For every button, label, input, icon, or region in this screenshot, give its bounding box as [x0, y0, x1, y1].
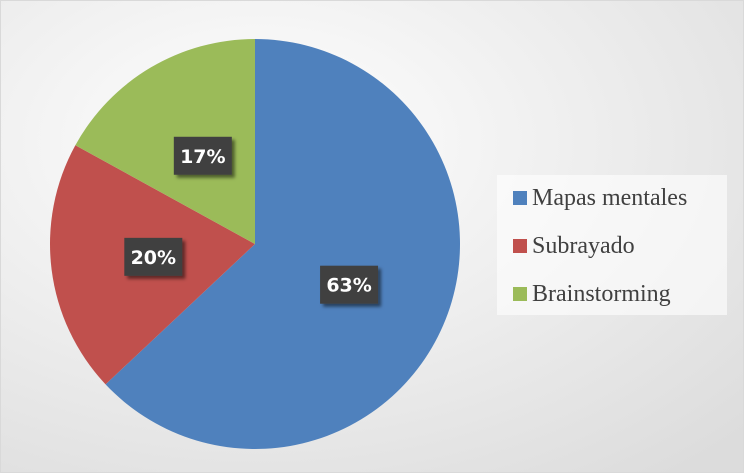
data-label: 63% [326, 275, 371, 297]
legend-box [497, 175, 727, 315]
legend-swatch [513, 239, 527, 253]
legend-swatch [513, 287, 527, 301]
legend-swatch [513, 191, 527, 205]
pie: 63% 20% 17% [50, 39, 461, 449]
legend-label: Mapas mentales [532, 185, 687, 211]
data-label: 20% [131, 247, 176, 269]
data-label-box [320, 265, 379, 304]
data-label-box [124, 237, 183, 276]
pie-slice [75, 39, 255, 244]
legend: Mapas mentales Subrayado Brainstorming [513, 185, 687, 307]
pie-slice [105, 39, 461, 449]
legend-label: Brainstorming [532, 281, 671, 307]
data-label: 17% [180, 146, 225, 168]
data-label-box [173, 136, 232, 175]
legend-label: Subrayado [532, 233, 635, 259]
